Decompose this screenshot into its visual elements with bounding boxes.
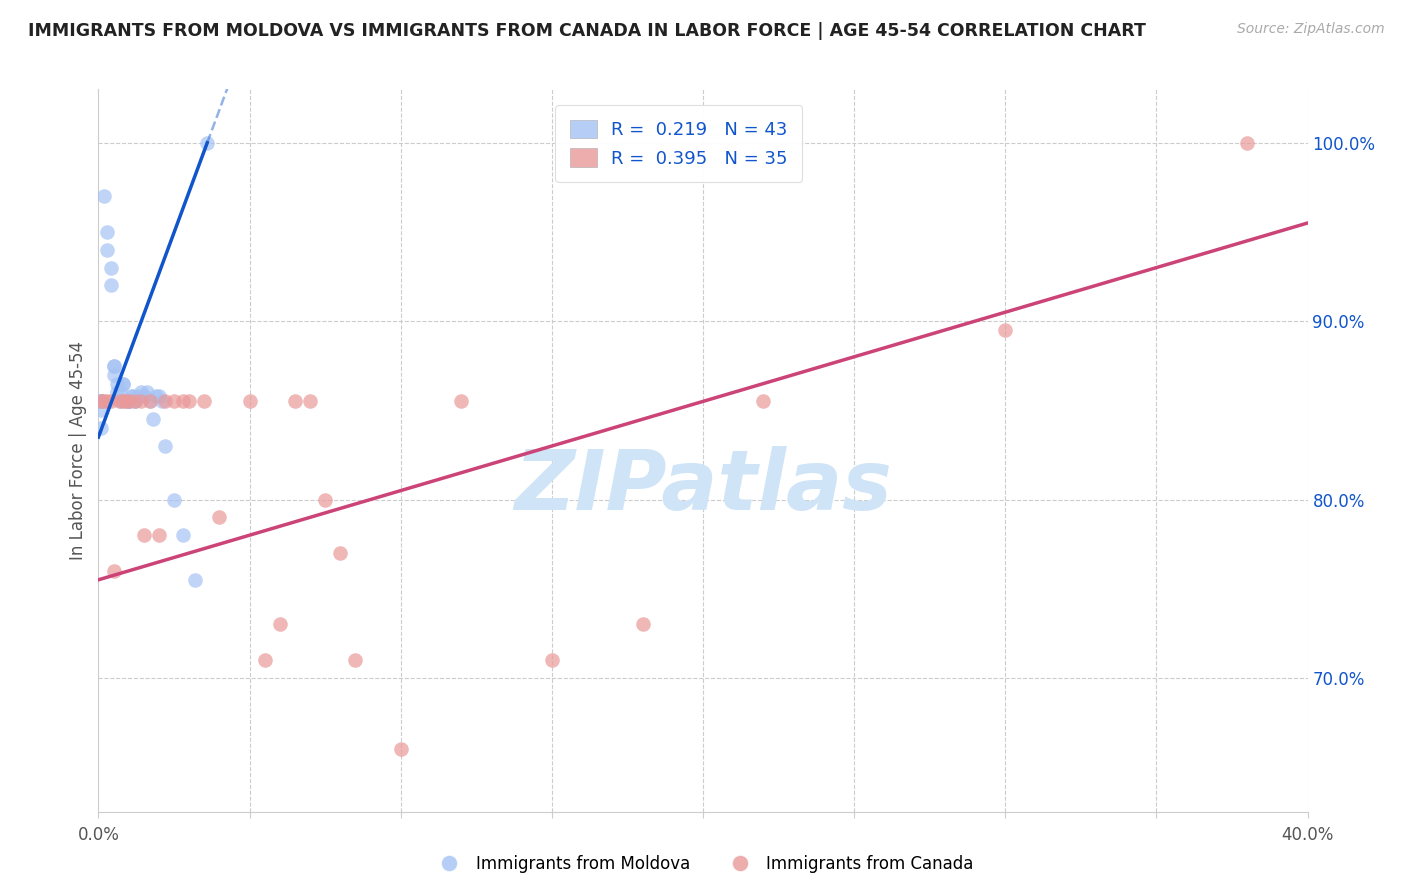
Point bbox=[172, 394, 194, 409]
Point bbox=[100, 260, 122, 275]
Point bbox=[90, 394, 112, 409]
Point bbox=[100, 278, 122, 293]
Point bbox=[118, 394, 141, 409]
Point bbox=[124, 394, 146, 409]
Point bbox=[100, 394, 122, 409]
Point bbox=[129, 385, 152, 400]
Point bbox=[93, 189, 115, 203]
Text: Source: ZipAtlas.com: Source: ZipAtlas.com bbox=[1237, 22, 1385, 37]
Point bbox=[96, 243, 118, 257]
Point bbox=[148, 389, 170, 403]
Point bbox=[132, 389, 155, 403]
Point bbox=[124, 394, 146, 409]
Point bbox=[142, 412, 165, 426]
Point bbox=[208, 510, 231, 524]
Point bbox=[90, 394, 112, 409]
Point bbox=[135, 385, 157, 400]
Point bbox=[129, 394, 152, 409]
Point bbox=[179, 394, 201, 409]
Point bbox=[172, 528, 194, 542]
Point bbox=[153, 439, 176, 453]
Point bbox=[118, 394, 141, 409]
Point bbox=[90, 394, 112, 409]
Point bbox=[90, 394, 112, 409]
Point bbox=[111, 394, 134, 409]
Point bbox=[108, 385, 131, 400]
Point bbox=[132, 528, 155, 542]
Point bbox=[195, 136, 218, 150]
Point bbox=[90, 394, 112, 409]
Point bbox=[118, 394, 141, 409]
Point bbox=[90, 421, 112, 435]
Point bbox=[108, 394, 131, 409]
Point bbox=[239, 394, 262, 409]
Point bbox=[93, 394, 115, 409]
Point bbox=[90, 394, 112, 409]
Point bbox=[139, 394, 162, 409]
Point bbox=[994, 323, 1017, 337]
Point bbox=[344, 653, 367, 667]
Point bbox=[124, 394, 146, 409]
Point bbox=[139, 394, 162, 409]
Point bbox=[299, 394, 322, 409]
Point bbox=[631, 617, 654, 632]
Point bbox=[193, 394, 215, 409]
Point bbox=[450, 394, 472, 409]
Point bbox=[96, 225, 118, 239]
Point bbox=[103, 359, 125, 373]
Point bbox=[163, 394, 186, 409]
Point bbox=[148, 528, 170, 542]
Point bbox=[90, 403, 112, 417]
Point bbox=[108, 394, 131, 409]
Point bbox=[127, 389, 149, 403]
Point bbox=[105, 385, 128, 400]
Point bbox=[269, 617, 291, 632]
Point bbox=[105, 376, 128, 391]
Point bbox=[540, 653, 562, 667]
Point bbox=[752, 394, 775, 409]
Point bbox=[314, 492, 336, 507]
Point bbox=[150, 394, 173, 409]
Point bbox=[118, 394, 141, 409]
Point bbox=[389, 742, 412, 756]
Point bbox=[1236, 136, 1258, 150]
Point bbox=[184, 573, 207, 587]
Point bbox=[145, 389, 167, 403]
Point bbox=[111, 376, 134, 391]
Legend: Immigrants from Moldova, Immigrants from Canada: Immigrants from Moldova, Immigrants from… bbox=[426, 848, 980, 880]
Text: IMMIGRANTS FROM MOLDOVA VS IMMIGRANTS FROM CANADA IN LABOR FORCE | AGE 45-54 COR: IMMIGRANTS FROM MOLDOVA VS IMMIGRANTS FR… bbox=[28, 22, 1146, 40]
Point bbox=[103, 359, 125, 373]
Legend: R =  0.219   N = 43, R =  0.395   N = 35: R = 0.219 N = 43, R = 0.395 N = 35 bbox=[555, 105, 803, 182]
Point bbox=[96, 394, 118, 409]
Y-axis label: In Labor Force | Age 45-54: In Labor Force | Age 45-54 bbox=[69, 341, 87, 560]
Point bbox=[114, 394, 136, 409]
Point bbox=[111, 376, 134, 391]
Point bbox=[121, 389, 143, 403]
Point bbox=[153, 394, 176, 409]
Point bbox=[103, 368, 125, 382]
Point bbox=[121, 389, 143, 403]
Point bbox=[253, 653, 276, 667]
Point bbox=[329, 546, 352, 560]
Point bbox=[284, 394, 307, 409]
Point bbox=[114, 394, 136, 409]
Point bbox=[163, 492, 186, 507]
Point bbox=[103, 564, 125, 578]
Text: ZIPatlas: ZIPatlas bbox=[515, 446, 891, 527]
